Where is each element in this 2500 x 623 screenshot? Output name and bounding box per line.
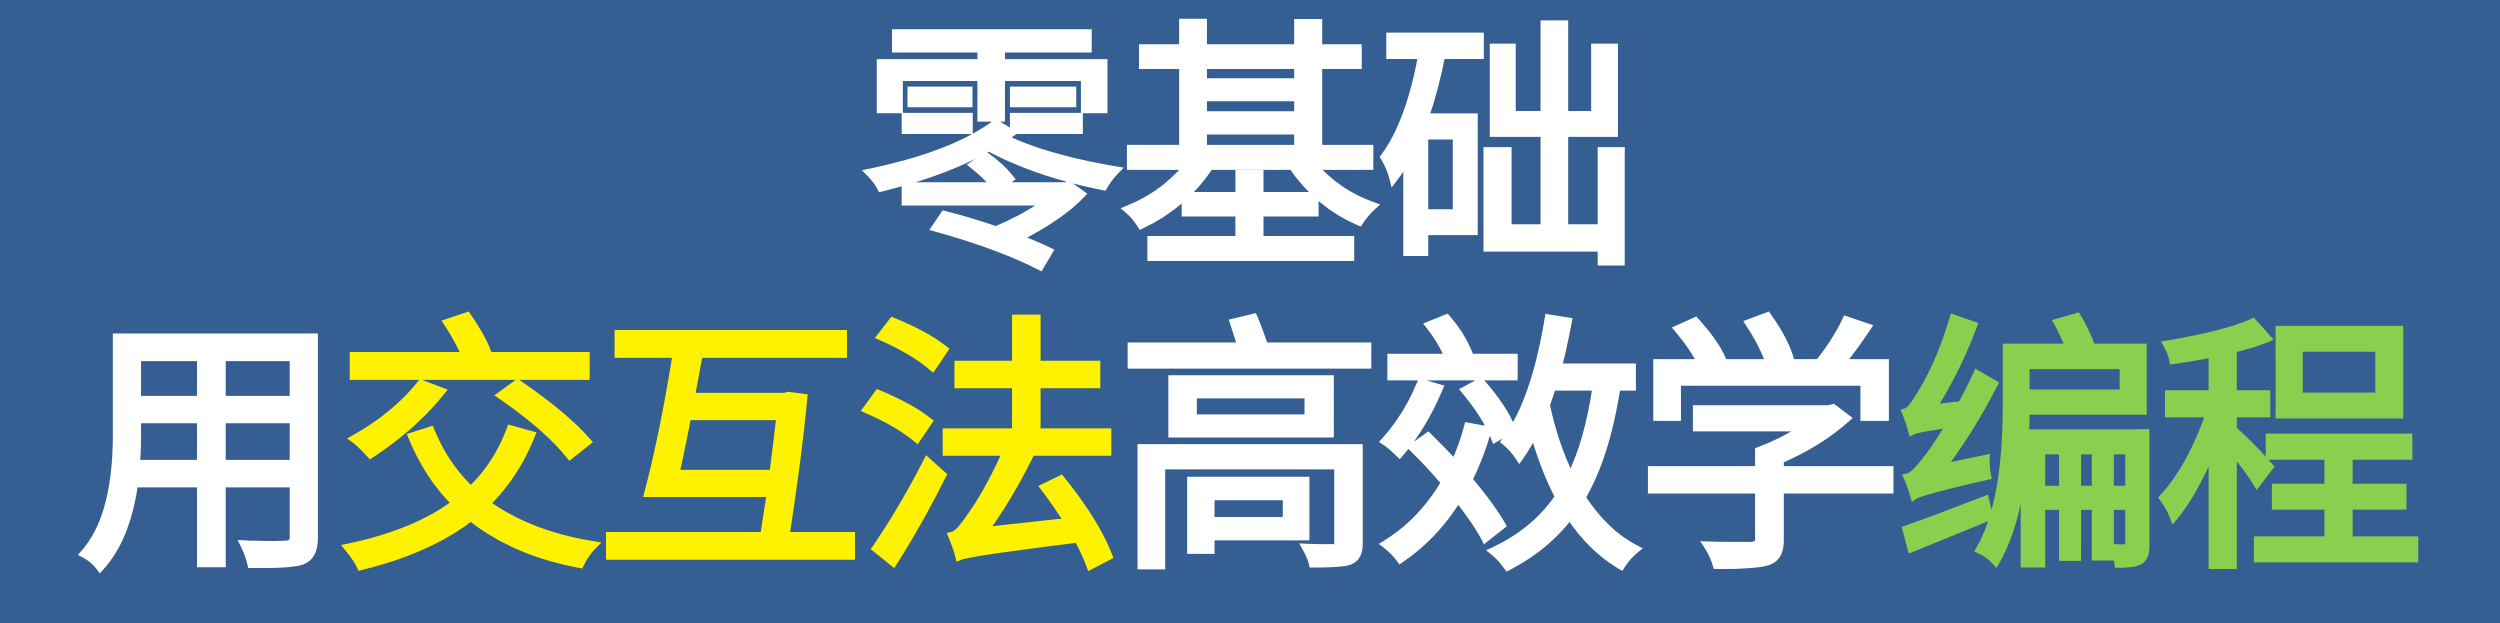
title-char-jiao: 交: [336, 296, 604, 608]
title-line-2: 用 交 互 法 高 效 学 编 程: [0, 302, 2500, 602]
title-char-xiao: 效: [1376, 296, 1644, 608]
title-char-fa: 法: [856, 296, 1124, 608]
title-line-1: 零 基 础: [0, 18, 2500, 288]
title-char-yong: 用: [76, 296, 344, 608]
title-char-hu: 互: [596, 296, 864, 608]
title-char-gao: 高: [1116, 296, 1384, 608]
title-char-ji: 基: [1119, 0, 1381, 305]
title-char-cheng: 程: [2156, 296, 2424, 608]
title-char-bian: 编: [1896, 296, 2164, 608]
title-char-ling: 零: [861, 0, 1123, 305]
title-char-chu: 础: [1377, 0, 1639, 305]
title-char-xue: 学: [1636, 296, 1904, 608]
